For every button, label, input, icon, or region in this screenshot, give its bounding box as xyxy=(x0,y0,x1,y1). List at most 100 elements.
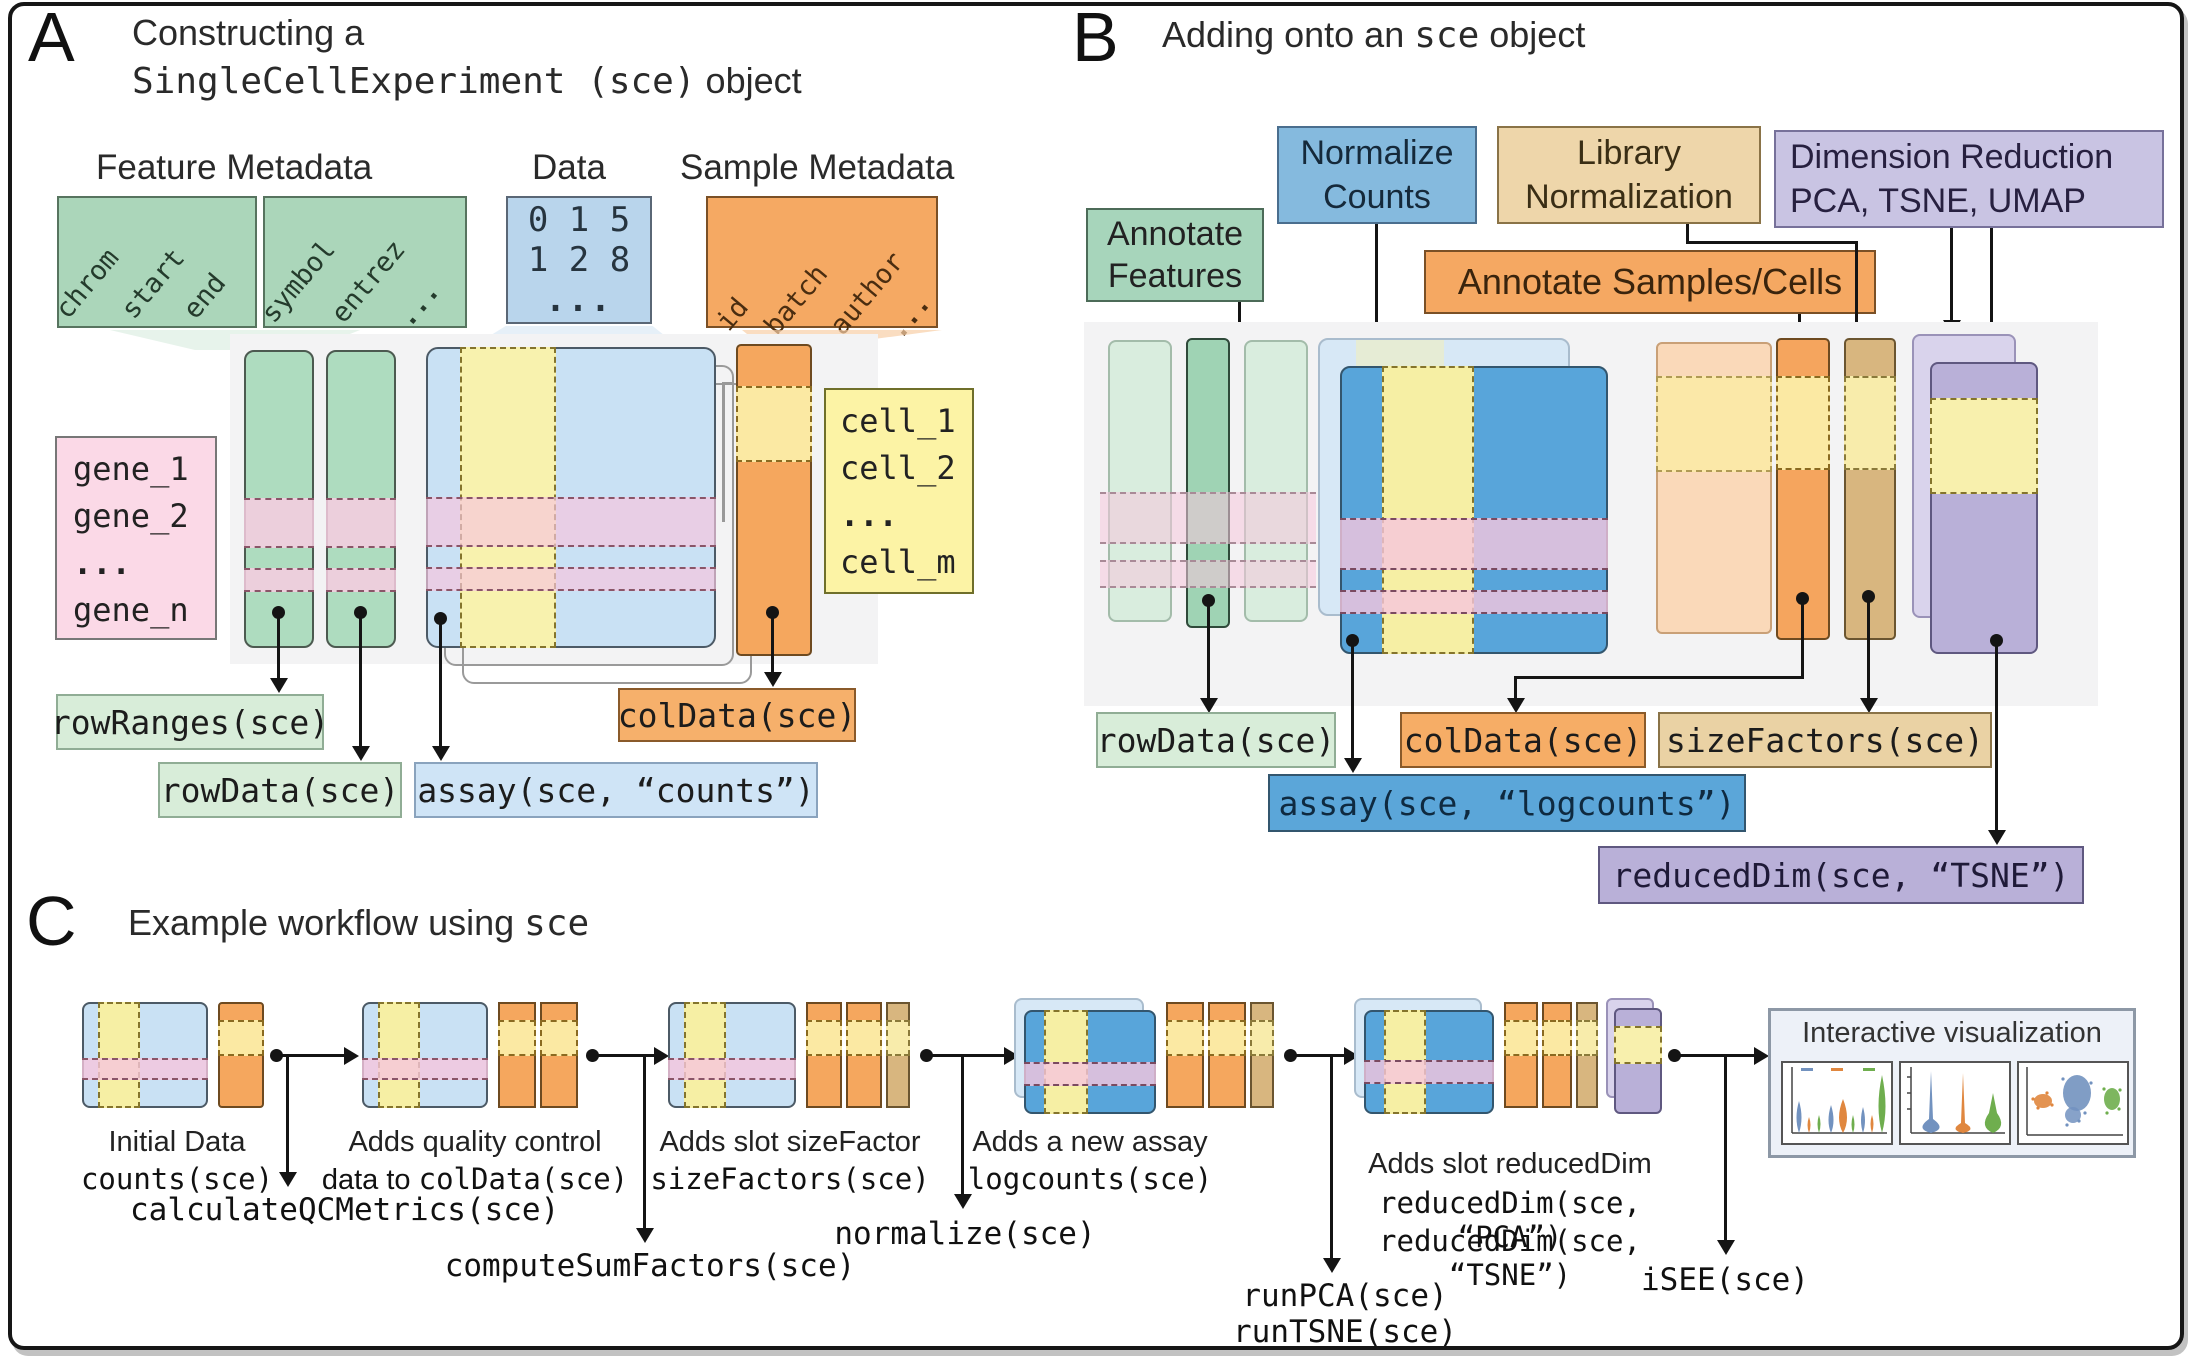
connector-dot xyxy=(272,606,285,619)
connector-line xyxy=(1855,241,1858,329)
connector-line xyxy=(643,1054,646,1232)
connector-line xyxy=(277,1054,345,1057)
stage3-caption1: Adds slot sizeFactor xyxy=(659,1126,921,1158)
connector-line xyxy=(1238,302,1241,340)
coldata-bracket xyxy=(722,382,732,522)
arrow-down xyxy=(1323,1258,1341,1273)
arrow-down xyxy=(432,746,450,761)
violin-plot-2-svg xyxy=(1907,1067,2005,1134)
panel-b-title-suffix: object xyxy=(1479,14,1586,55)
arrow-down xyxy=(764,672,782,687)
row-band xyxy=(326,568,396,592)
coldata-column-new xyxy=(1776,338,1830,640)
cell-line: cell_m xyxy=(840,543,956,581)
arrow-down xyxy=(1507,698,1525,713)
stage2-caption1: Adds quality control xyxy=(348,1126,602,1158)
rowdata-column xyxy=(326,350,396,648)
connector-line xyxy=(277,615,280,681)
connector-line xyxy=(1995,643,1998,835)
connector-dot xyxy=(920,1049,933,1062)
connector-line xyxy=(1375,224,1378,358)
panel-a-title-mono: SingleCellExperiment (sce) xyxy=(132,61,696,102)
column-highlight xyxy=(846,1020,882,1056)
column-highlight xyxy=(378,1002,420,1108)
scatter-plot-thumbnail xyxy=(2017,1061,2129,1145)
stage1-matrix xyxy=(82,1002,208,1108)
connector-dot xyxy=(1284,1049,1297,1062)
column-highlight xyxy=(98,1002,140,1108)
arrow-right xyxy=(654,1047,669,1065)
column-highlight xyxy=(1166,1020,1204,1056)
arrow-down xyxy=(636,1228,654,1243)
arrow-right xyxy=(1754,1047,1769,1065)
column-highlight xyxy=(886,1020,910,1056)
connector-line xyxy=(1330,1054,1333,1262)
gene-line: gene_2 xyxy=(73,497,189,535)
feature-metadata-box-1: chrom start end xyxy=(49,196,257,328)
stage4-sizefactor-col xyxy=(1250,1002,1274,1108)
row-band xyxy=(1340,590,1608,614)
scatter-plot-svg xyxy=(2026,1067,2123,1136)
row-band xyxy=(1024,1062,1156,1086)
assay-logcounts-label: assay(sce, “logcounts”) xyxy=(1268,774,1746,832)
connector-line xyxy=(1950,228,1953,324)
feature-metadata-box-2: symbol entrez ... xyxy=(255,196,467,333)
sizefactors-column xyxy=(1844,338,1896,640)
connector-dot xyxy=(434,612,447,625)
gene-line: ... xyxy=(73,544,131,582)
connector-line xyxy=(439,621,442,749)
data-line-1: 0 1 5 xyxy=(527,200,631,240)
stage1-caption2: counts(sce) xyxy=(80,1162,274,1196)
library-normalization-line1: Library xyxy=(1577,134,1681,172)
row-band xyxy=(244,568,314,592)
row-band xyxy=(82,1058,208,1080)
panel-a-title-suffix: object xyxy=(705,60,802,101)
interactive-visualization-title: Interactive visualization xyxy=(1802,1017,2102,1049)
column-highlight xyxy=(736,386,812,462)
data-header: Data xyxy=(532,148,606,187)
annotate-samples-box: Annotate Samples/Cells xyxy=(1424,250,1876,314)
column-highlight xyxy=(1504,1020,1538,1056)
connector-dot xyxy=(766,606,779,619)
row-band xyxy=(1340,518,1608,570)
connector-line xyxy=(927,1054,1005,1057)
connector-dot xyxy=(354,606,367,619)
arrow-down xyxy=(279,1172,297,1187)
connector-line xyxy=(1724,1054,1727,1244)
feature-label-symbol: symbol xyxy=(255,234,342,329)
connector-line xyxy=(359,615,362,749)
coldata-label-b: colData(sce) xyxy=(1400,712,1646,768)
stage1-caption1: Initial Data xyxy=(108,1126,246,1158)
stage1-coldata-col xyxy=(218,1002,264,1108)
panel-a-title-line1: Constructing a xyxy=(132,12,365,53)
assay-counts-label: assay(sce, “counts”) xyxy=(414,762,818,818)
connector-line xyxy=(1801,601,1804,679)
dimension-reduction-line2: PCA, TSNE, UMAP xyxy=(1790,182,2086,220)
sizefactors-label: sizeFactors(sce) xyxy=(1658,712,1992,768)
panel-a-title-line2: SingleCellExperiment (sce) object xyxy=(132,60,802,102)
sample-metadata-header: Sample Metadata xyxy=(680,148,955,187)
stage3-matrix xyxy=(668,1002,796,1108)
arrow-down xyxy=(1860,698,1878,713)
library-normalization-line2: Normalization xyxy=(1525,178,1733,216)
feature-label-chrom: chrom xyxy=(49,242,126,325)
column-highlight xyxy=(540,1020,578,1056)
connector-dot xyxy=(586,1049,599,1062)
stage4-caption1: Adds a new assay xyxy=(972,1126,1208,1158)
interactive-visualization-box: Interactive visualization xyxy=(1768,1008,2136,1158)
stage5-reduceddim-col-new xyxy=(1614,1008,1662,1114)
stage4-fn-label: runPCA(sce) xyxy=(1242,1278,1448,1314)
stage2-coldata-col-new xyxy=(540,1002,578,1108)
stage5-caption1: Adds slot reducedDim xyxy=(1368,1148,1652,1180)
arrow-down xyxy=(1344,758,1362,773)
rowranges-label: rowRanges(sce) xyxy=(51,694,329,750)
panel-b-title-mono: sce xyxy=(1414,15,1480,56)
gene-line: gene_n xyxy=(73,591,189,629)
sample-metadata-box: id batch author ... xyxy=(706,196,938,345)
stage3-fn-label: normalize(sce) xyxy=(834,1216,1096,1252)
counts-assay-matrix xyxy=(426,347,716,648)
stage2-caption2-mono: colData(sce) xyxy=(418,1162,629,1196)
stage3-caption2: sizeFactors(sce) xyxy=(650,1162,930,1196)
cell-line: ... xyxy=(840,496,898,534)
column-highlight xyxy=(1614,1026,1662,1064)
